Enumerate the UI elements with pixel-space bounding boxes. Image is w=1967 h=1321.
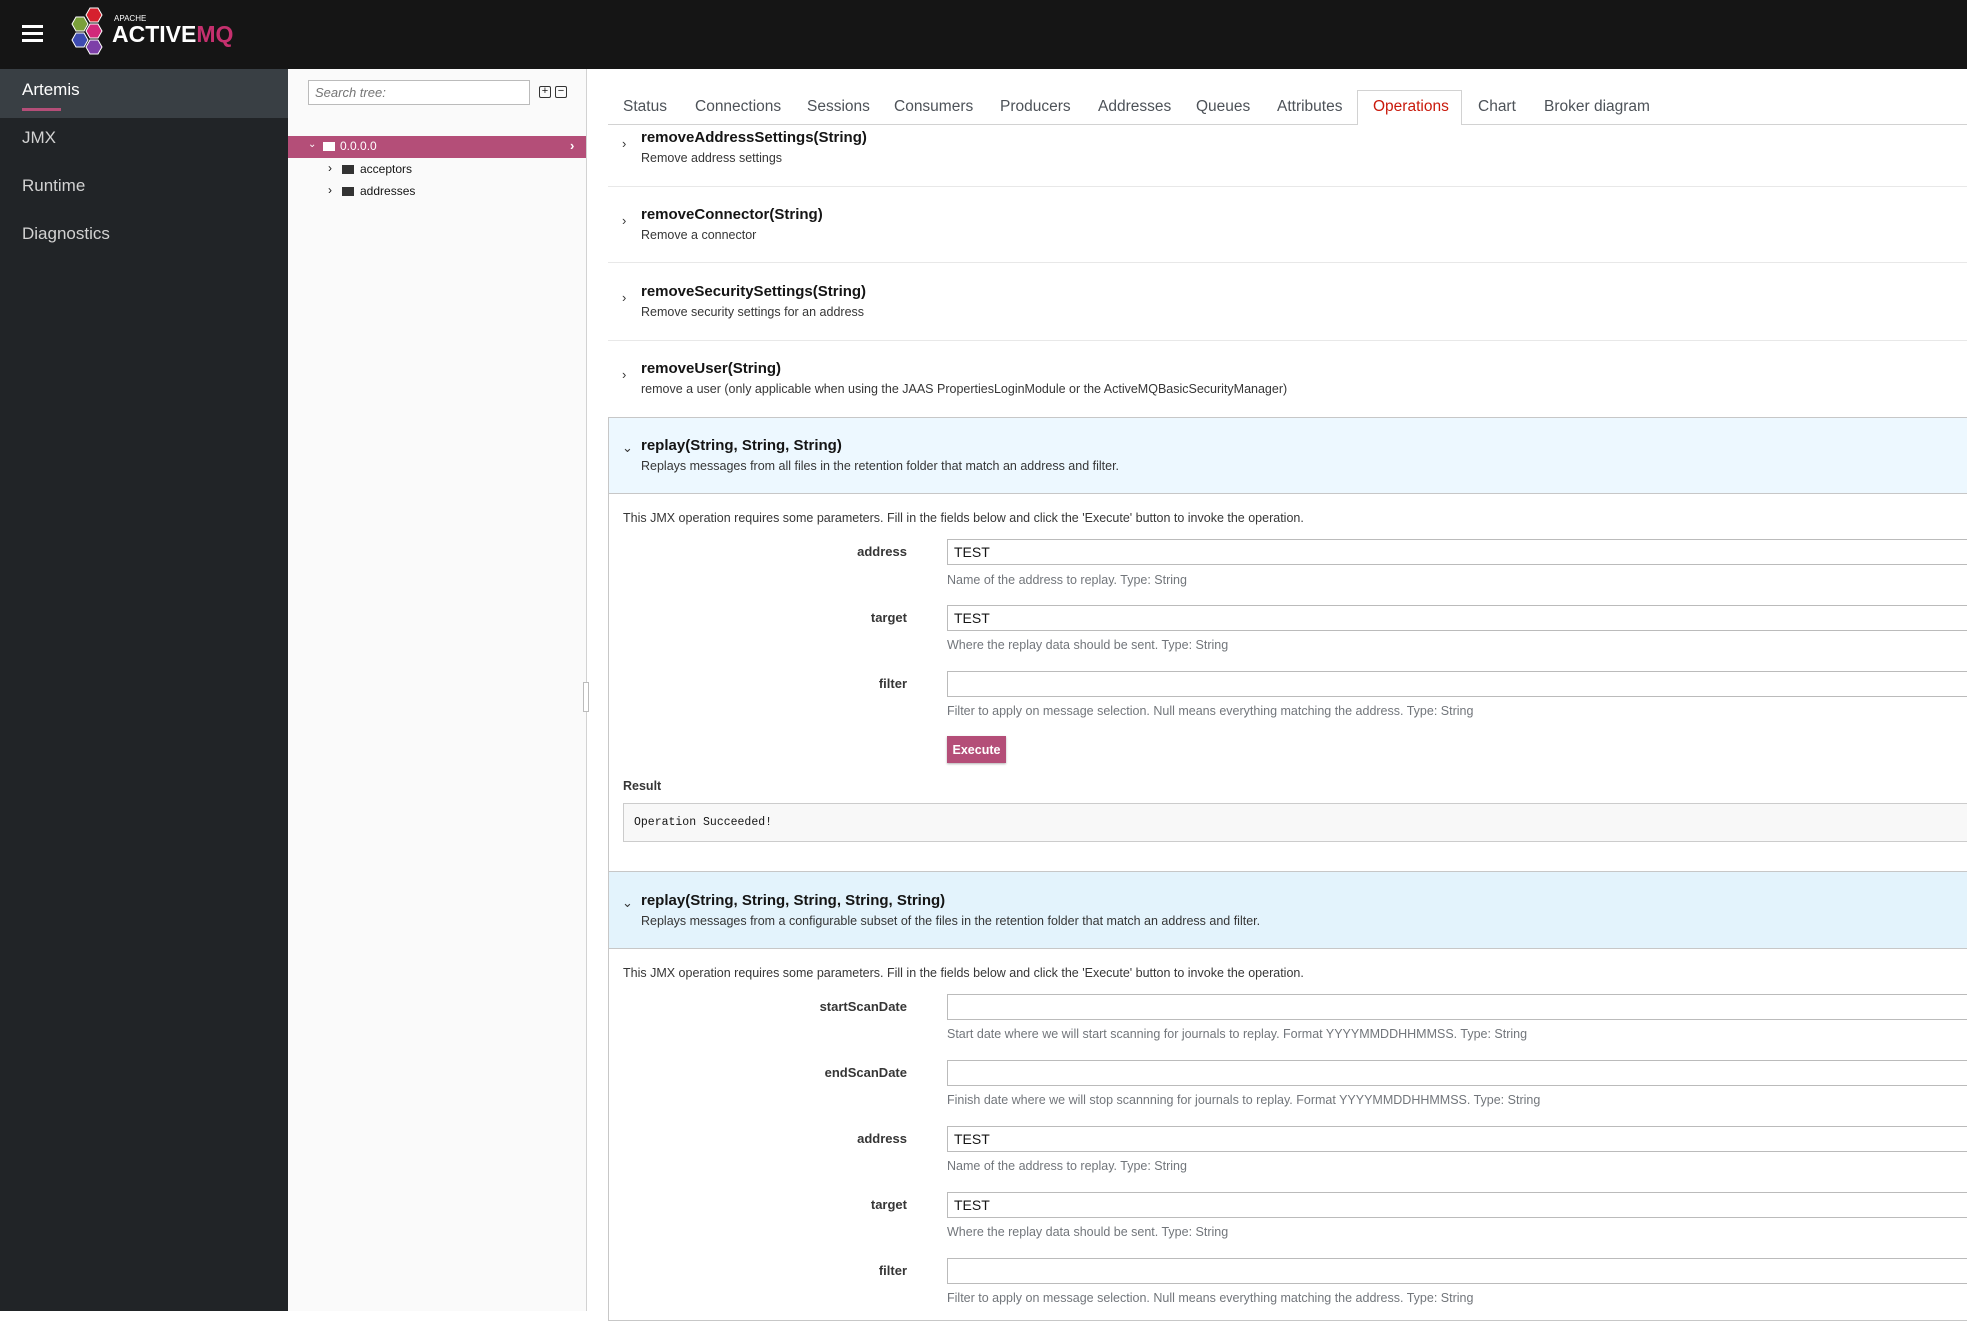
- param-help: Start date where we will start scanning …: [947, 1027, 1528, 1041]
- tab-bar: [608, 124, 1967, 125]
- chevron-right-icon: ›: [570, 138, 575, 153]
- tab-attributes[interactable]: Attributes: [1277, 98, 1343, 115]
- folder-icon: [342, 165, 354, 174]
- param-label-target: target: [870, 1197, 907, 1212]
- param-help: Finish date where we will stop scannning…: [947, 1093, 1541, 1107]
- sidebar: Artemis JMX Runtime Diagnostics: [0, 69, 288, 1311]
- target-input[interactable]: [947, 605, 1967, 631]
- operation-description: Remove address settings: [641, 151, 783, 165]
- param-help: Name of the address to replay. Type: Str…: [947, 573, 1187, 587]
- sidebar-item-label: Artemis: [22, 80, 80, 99]
- param-help: Where the replay data should be sent. Ty…: [947, 638, 1229, 652]
- active-indicator: [22, 108, 61, 111]
- tab-producers[interactable]: Producers: [1000, 98, 1071, 115]
- chevron-right-icon[interactable]: ›: [622, 290, 627, 305]
- operation-name: removeUser(String): [641, 360, 782, 377]
- operation-name: removeAddressSettings(String): [641, 129, 867, 146]
- param-help: Name of the address to replay. Type: Str…: [947, 1159, 1187, 1173]
- operation-description: Replays messages from a configurable sub…: [641, 914, 1261, 928]
- result-label: Result: [623, 779, 662, 793]
- tab-chart[interactable]: Chart: [1478, 98, 1516, 115]
- operation-name: replay(String, String, String, String, S…: [641, 892, 946, 909]
- folder-icon: [342, 187, 354, 196]
- param-label-address: address: [857, 1131, 907, 1146]
- operation-description: Remove a connector: [641, 228, 757, 242]
- folder-icon: [323, 142, 335, 151]
- operation-name: replay(String, String, String): [641, 437, 842, 454]
- expand-all-icon[interactable]: +: [539, 86, 551, 98]
- collapse-all-icon[interactable]: −: [555, 86, 567, 98]
- tab-sessions[interactable]: Sessions: [807, 98, 870, 115]
- param-label-end-scan-date: endScanDate: [824, 1065, 907, 1080]
- chevron-down-icon[interactable]: ⌄: [622, 895, 633, 910]
- sidebar-item-diagnostics[interactable]: Diagnostics: [22, 224, 110, 243]
- hamburger-menu-icon[interactable]: [18, 20, 48, 48]
- target-input[interactable]: [947, 1192, 1967, 1218]
- tab-addresses[interactable]: Addresses: [1098, 98, 1172, 115]
- tree-node-label: 0.0.0.0: [340, 139, 377, 153]
- operation-replay-expanded: [608, 417, 1967, 873]
- logo-hexagons-icon: [71, 7, 103, 55]
- result-box: Operation Succeeded!: [623, 803, 1967, 842]
- tab-status[interactable]: Status: [623, 98, 667, 115]
- divider: [608, 186, 1967, 187]
- jmx-tree-panel: + − ⌄ 0.0.0.0 › › acceptors › addresses: [288, 69, 589, 1311]
- divider: [608, 262, 1967, 263]
- operation-description: Replays messages from all files in the r…: [641, 459, 1120, 473]
- param-label-address: address: [857, 544, 907, 559]
- tree-node-label: addresses: [360, 184, 416, 198]
- tab-operations[interactable]: Operations: [1373, 98, 1449, 115]
- search-tree-input[interactable]: [308, 80, 530, 105]
- logo-apache-text: APACHE: [114, 14, 147, 23]
- operation-description: remove a user (only applicable when usin…: [641, 382, 1288, 396]
- tab-operations-box: [1357, 90, 1462, 125]
- operation-instructions: This JMX operation requires some paramet…: [623, 966, 1304, 980]
- tree-node-label: acceptors: [360, 162, 413, 176]
- param-help: Where the replay data should be sent. Ty…: [947, 1225, 1229, 1239]
- param-label-target: target: [870, 610, 907, 625]
- tree-node-broker[interactable]: ⌄ 0.0.0.0 ›: [288, 136, 586, 158]
- param-label-filter: filter: [878, 676, 907, 691]
- operation-instructions: This JMX operation requires some paramet…: [623, 511, 1304, 525]
- execute-button[interactable]: Execute: [947, 736, 1006, 763]
- operation-header[interactable]: [609, 418, 1967, 494]
- chevron-down-icon[interactable]: ⌄: [308, 139, 317, 150]
- tab-queues[interactable]: Queues: [1196, 98, 1251, 115]
- end-scan-date-input[interactable]: [947, 1060, 1967, 1086]
- result-text: Operation Succeeded!: [634, 816, 773, 829]
- chevron-right-icon[interactable]: ›: [622, 213, 627, 228]
- chevron-right-icon[interactable]: ›: [328, 183, 332, 197]
- chevron-right-icon[interactable]: ›: [622, 136, 627, 151]
- sidebar-item-jmx[interactable]: JMX: [22, 128, 56, 147]
- activemq-logo: APACHE ACTIVEMQ: [70, 6, 250, 60]
- start-scan-date-input[interactable]: [947, 994, 1967, 1020]
- logo-text: ACTIVEMQ: [112, 21, 234, 47]
- param-label-filter: filter: [878, 1263, 907, 1278]
- tab-consumers[interactable]: Consumers: [894, 98, 974, 115]
- filter-input[interactable]: [947, 671, 1967, 697]
- param-label-start-scan-date: startScanDate: [819, 999, 907, 1014]
- tab-connections[interactable]: Connections: [695, 98, 782, 115]
- operation-description: Remove security settings for an address: [641, 305, 865, 319]
- address-input[interactable]: [947, 1126, 1967, 1152]
- tree-node-acceptors[interactable]: › acceptors: [328, 159, 568, 181]
- chevron-right-icon[interactable]: ›: [622, 367, 627, 382]
- param-help: Filter to apply on message selection. Nu…: [947, 1291, 1474, 1305]
- chevron-right-icon[interactable]: ›: [328, 161, 332, 175]
- operation-name: removeConnector(String): [641, 206, 823, 223]
- tree-node-addresses[interactable]: › addresses: [328, 181, 568, 203]
- operation-name: removeSecuritySettings(String): [641, 283, 867, 300]
- divider: [608, 340, 1967, 341]
- operation-header[interactable]: [609, 872, 1967, 949]
- chevron-down-icon[interactable]: ⌄: [622, 440, 633, 455]
- param-help: Filter to apply on message selection. Nu…: [947, 704, 1474, 718]
- address-input[interactable]: [947, 539, 1967, 565]
- tab-broker-diagram[interactable]: Broker diagram: [1544, 98, 1650, 115]
- filter-input[interactable]: [947, 1258, 1967, 1284]
- sidebar-item-runtime[interactable]: Runtime: [22, 176, 86, 195]
- panel-resize-handle[interactable]: [583, 682, 589, 712]
- sidebar-item-artemis[interactable]: Artemis: [0, 69, 288, 118]
- top-header: APACHE ACTIVEMQ: [0, 0, 1967, 69]
